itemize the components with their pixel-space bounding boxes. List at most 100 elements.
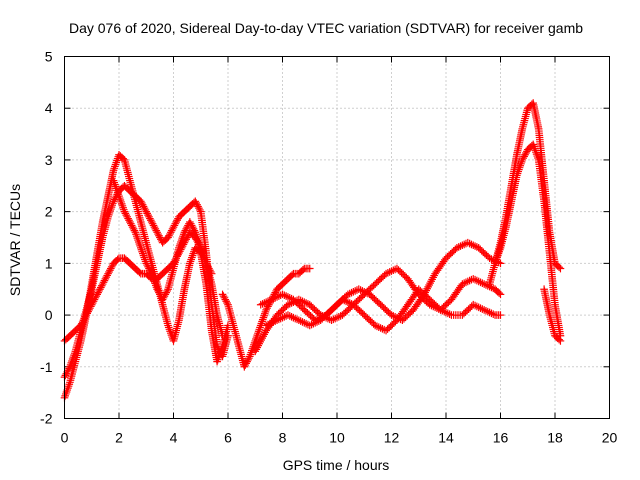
y-tick-label: 5 — [45, 49, 53, 65]
series-track-8 — [262, 275, 505, 335]
trail-point — [370, 295, 379, 303]
trail-point — [302, 307, 310, 316]
trail-point — [399, 270, 407, 279]
trail-point — [313, 308, 322, 316]
trail-point — [461, 308, 470, 316]
series-track-7 — [256, 238, 505, 325]
y-tick-label: 2 — [45, 204, 53, 220]
series-track-4 — [109, 176, 227, 340]
x-tick-label: 20 — [602, 430, 618, 446]
trail-point — [277, 306, 286, 315]
series-track-11 — [540, 285, 565, 345]
series-track-2 — [60, 181, 232, 381]
trail-point — [381, 305, 390, 313]
trail-point — [442, 300, 451, 308]
trail-point — [372, 296, 380, 305]
trail-point — [357, 293, 365, 302]
trail-point — [376, 275, 384, 284]
data-point — [371, 280, 379, 288]
trail-point — [365, 315, 373, 324]
trail-point — [357, 308, 365, 316]
trail-point — [441, 301, 450, 310]
plot-frame — [64, 56, 610, 419]
y-axis-label: SDTVAR / TECUs — [7, 184, 23, 296]
trail-point — [400, 272, 409, 280]
trail-point — [394, 266, 403, 274]
trail-point — [373, 297, 382, 306]
trail-point — [299, 266, 307, 274]
x-tick-label: 16 — [493, 430, 509, 446]
trail-point — [481, 249, 489, 258]
trail-point — [368, 283, 376, 291]
trail-point — [363, 314, 372, 322]
trail-point — [449, 246, 458, 255]
trail-point — [288, 271, 296, 279]
y-tick-label: -1 — [40, 359, 53, 375]
trail-point — [312, 306, 320, 315]
trail-point — [135, 268, 144, 277]
trail-point — [555, 263, 563, 272]
trail-point — [383, 306, 391, 315]
trail-point — [555, 335, 563, 344]
trail-point — [344, 305, 353, 313]
trail-point — [478, 246, 486, 255]
y-tick-label: 4 — [45, 100, 53, 116]
trail-point — [306, 312, 315, 320]
trail-point — [369, 281, 378, 290]
trail-point — [279, 305, 288, 313]
trail-point — [377, 274, 386, 282]
trail-point — [374, 277, 383, 285]
trail-point — [379, 303, 388, 312]
trail-point — [298, 304, 307, 313]
chart-title: Day 076 of 2020, Sidereal Day-to-day VTE… — [69, 20, 583, 36]
trail-point — [448, 248, 457, 257]
data-point — [496, 290, 505, 299]
trail-point — [355, 295, 364, 303]
plot-area — [60, 99, 565, 402]
trail-point — [309, 303, 317, 312]
x-tick-label: 2 — [115, 430, 123, 446]
trail-point — [482, 251, 491, 260]
trail-point — [366, 317, 375, 325]
trail-point — [362, 312, 370, 321]
data-point — [556, 264, 565, 273]
y-tick-label: 1 — [45, 255, 53, 271]
trail-point — [479, 248, 488, 257]
trail-point — [460, 309, 468, 318]
trail-point — [354, 296, 362, 305]
x-tick-label: 4 — [170, 430, 178, 446]
trail-point — [310, 305, 319, 313]
trail-point — [355, 306, 364, 315]
trail-point — [446, 249, 455, 258]
trail-point — [375, 299, 383, 308]
trail-point — [397, 269, 406, 277]
y-tick-label: 0 — [45, 307, 53, 323]
trail-point — [113, 255, 122, 264]
data-point — [300, 306, 309, 314]
trail-point — [379, 272, 387, 281]
data-point — [360, 311, 369, 319]
trail-point — [378, 302, 386, 311]
data-point — [218, 331, 227, 340]
trail-point — [406, 309, 414, 317]
x-axis-label: GPS time / hours — [283, 457, 390, 473]
series-track-5 — [218, 264, 314, 371]
trail-point — [383, 325, 392, 333]
x-tick-label: 8 — [279, 430, 287, 446]
trail-point — [386, 322, 395, 330]
trail-point — [372, 278, 381, 287]
trail-point — [352, 303, 361, 312]
trail-point — [463, 306, 471, 315]
data-point — [305, 264, 314, 273]
trail-point — [384, 308, 393, 316]
y-tick-label: 3 — [45, 152, 53, 168]
x-tick-label: 12 — [384, 430, 400, 446]
trail-point — [445, 251, 453, 260]
data-point — [496, 311, 505, 319]
trail-point — [464, 305, 473, 313]
trail-point — [369, 293, 377, 302]
trail-point — [354, 305, 362, 313]
trail-point — [343, 306, 351, 315]
